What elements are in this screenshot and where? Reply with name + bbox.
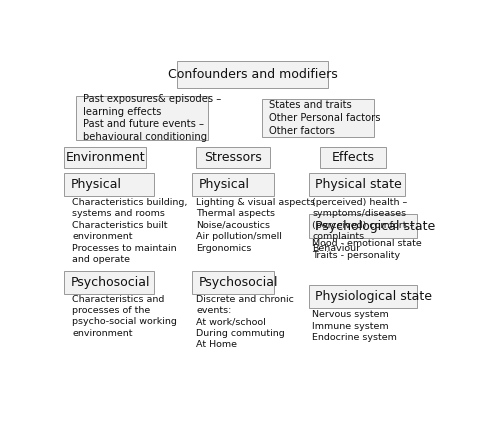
Text: Effects: Effects	[332, 151, 374, 164]
Text: Confounders and modifiers: Confounders and modifiers	[168, 68, 337, 80]
Text: Stressors: Stressors	[204, 151, 262, 164]
Text: Physical state: Physical state	[315, 178, 402, 191]
Text: Discrete and chronic
events:
At work/school
During commuting
At Home: Discrete and chronic events: At work/sch…	[196, 294, 294, 349]
Text: Characteristics building,
systems and rooms
Characteristics built
environment
Pr: Characteristics building, systems and ro…	[72, 198, 188, 264]
FancyBboxPatch shape	[320, 147, 386, 168]
FancyBboxPatch shape	[64, 173, 154, 196]
FancyBboxPatch shape	[308, 214, 417, 238]
Text: Physiological state: Physiological state	[315, 290, 432, 303]
FancyBboxPatch shape	[308, 173, 406, 196]
FancyBboxPatch shape	[196, 147, 270, 168]
Text: Nervous system
Immune system
Endocrine system: Nervous system Immune system Endocrine s…	[312, 310, 398, 342]
Text: States and traits
Other Personal factors
Other factors: States and traits Other Personal factors…	[268, 100, 380, 136]
Text: Characteristics and
processes of the
psycho-social working
environment: Characteristics and processes of the psy…	[72, 294, 177, 338]
Text: Psychosocial: Psychosocial	[199, 276, 278, 288]
FancyBboxPatch shape	[308, 285, 417, 309]
Text: Mood - emotional state
Traits - personality: Mood - emotional state Traits - personal…	[312, 239, 422, 260]
Text: Lighting & visual aspects
Thermal aspects
Noise/acoustics
Air pollution/smell
Er: Lighting & visual aspects Thermal aspect…	[196, 198, 316, 253]
FancyBboxPatch shape	[262, 99, 374, 137]
FancyBboxPatch shape	[192, 173, 274, 196]
Text: Psychosocial: Psychosocial	[71, 276, 150, 288]
FancyBboxPatch shape	[192, 270, 274, 294]
FancyBboxPatch shape	[76, 96, 208, 140]
FancyBboxPatch shape	[177, 61, 328, 88]
Text: Environment: Environment	[66, 151, 145, 164]
Text: Psychological state: Psychological state	[315, 220, 436, 232]
Text: Past exposures& episodes –
learning effects
Past and future events –
behavioural: Past exposures& episodes – learning effe…	[82, 94, 221, 142]
FancyBboxPatch shape	[64, 270, 154, 294]
Text: Physical: Physical	[71, 178, 122, 191]
Text: (perceived) health –
symptoms/diseases
(perceived) comfort –
complaints
Behaviou: (perceived) health – symptoms/diseases (…	[312, 198, 414, 253]
FancyBboxPatch shape	[64, 147, 146, 168]
Text: Physical: Physical	[199, 178, 250, 191]
